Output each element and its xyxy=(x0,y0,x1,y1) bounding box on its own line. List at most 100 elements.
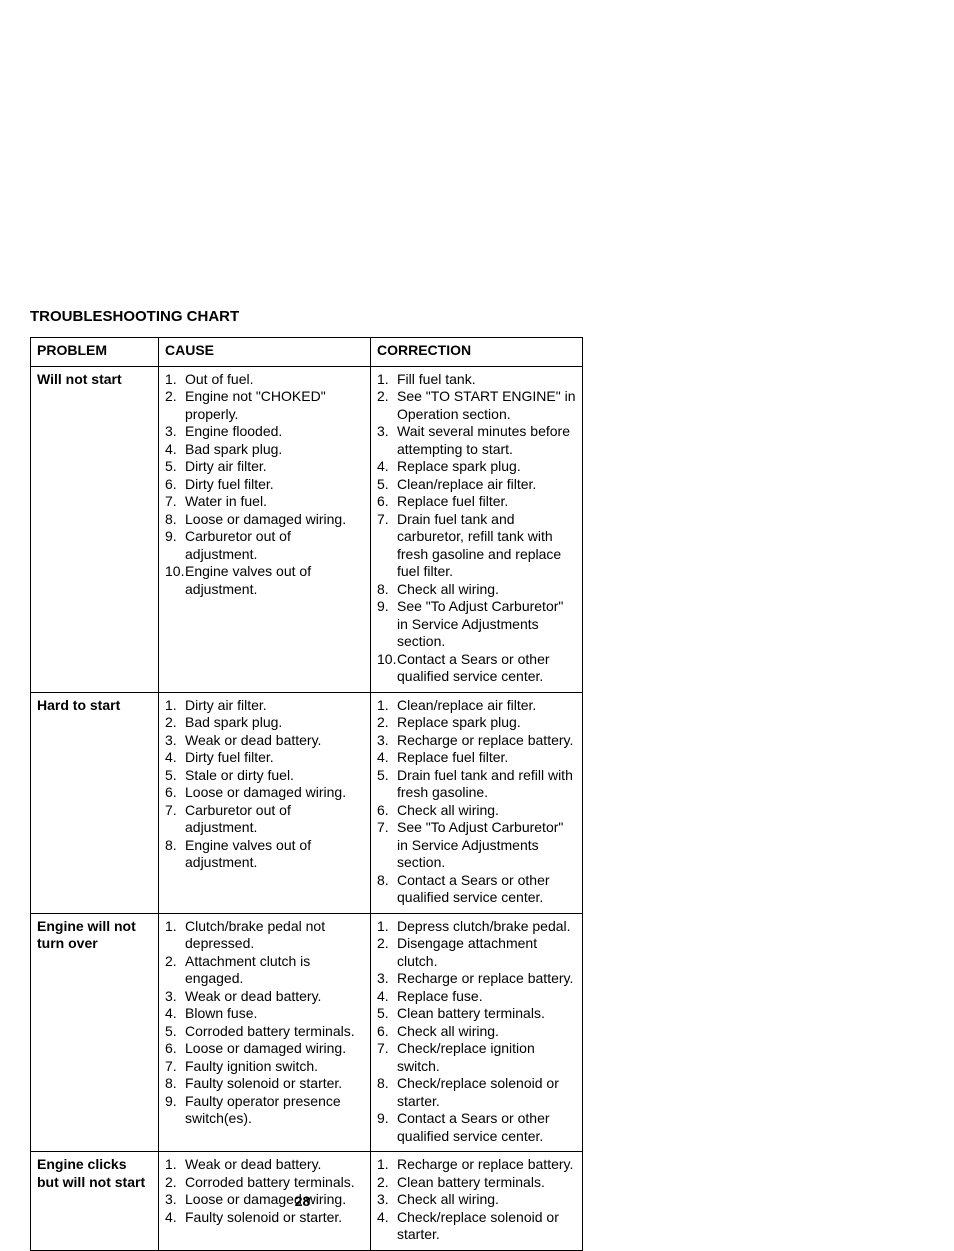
list-item-text: Check/replace solenoid or starter. xyxy=(397,1075,576,1110)
list-item-number: 8. xyxy=(165,837,185,855)
list-item-text: Bad spark plug. xyxy=(185,441,364,459)
list-item-number: 3. xyxy=(165,423,185,441)
numbered-list: 1.Weak or dead battery.2.Corroded batter… xyxy=(165,1156,364,1226)
list-item: 1.Clutch/brake pedal not depressed. xyxy=(165,918,364,953)
list-item-text: Corroded battery terminals. xyxy=(185,1174,364,1192)
list-item: 7.Faulty ignition switch. xyxy=(165,1058,364,1076)
list-item-text: Drain fuel tank and refill with fresh ga… xyxy=(397,767,576,802)
list-item-text: Clutch/brake pedal not depressed. xyxy=(185,918,364,953)
list-item: 1.Weak or dead battery. xyxy=(165,1156,364,1174)
list-item-number: 5. xyxy=(165,1023,185,1041)
table-row: Engine will not turn over1.Clutch/brake … xyxy=(31,913,583,1152)
list-item: 7.Drain fuel tank and carburetor, refill… xyxy=(377,511,576,581)
list-item-number: 10. xyxy=(165,563,185,581)
list-item: 7.Carburetor out of adjustment. xyxy=(165,802,364,837)
list-item-number: 2. xyxy=(377,1174,397,1192)
list-item-text: Dirty air filter. xyxy=(185,697,364,715)
list-item: 5.Dirty air filter. xyxy=(165,458,364,476)
table-body: Will not start1.Out of fuel.2.Engine not… xyxy=(31,366,583,1250)
list-item: 4.Check/replace solenoid or starter. xyxy=(377,1209,576,1244)
table-row: Will not start1.Out of fuel.2.Engine not… xyxy=(31,366,583,692)
list-item-text: Check/replace solenoid or starter. xyxy=(397,1209,576,1244)
list-item-number: 1. xyxy=(165,918,185,936)
problem-label: Hard to start xyxy=(37,697,152,715)
list-item: 6.Dirty fuel filter. xyxy=(165,476,364,494)
list-item-number: 8. xyxy=(377,581,397,599)
page: TROUBLESHOOTING CHART PROBLEM CAUSE CORR… xyxy=(0,0,954,1239)
list-item-number: 5. xyxy=(377,476,397,494)
list-item: 8.Contact a Sears or other qualified ser… xyxy=(377,872,576,907)
list-item-text: Faulty solenoid or starter. xyxy=(185,1209,364,1227)
list-item-number: 9. xyxy=(165,528,185,546)
list-item-text: Dirty air filter. xyxy=(185,458,364,476)
list-item: 2.Engine not "CHOKED" properly. xyxy=(165,388,364,423)
list-item-number: 7. xyxy=(377,1040,397,1058)
list-item: 3.Weak or dead battery. xyxy=(165,732,364,750)
list-item-number: 7. xyxy=(165,493,185,511)
list-item: 5.Stale or dirty fuel. xyxy=(165,767,364,785)
list-item: 2.Clean battery terminals. xyxy=(377,1174,576,1192)
list-item-text: Loose or damaged wiring. xyxy=(185,511,364,529)
list-item-number: 9. xyxy=(377,1110,397,1128)
list-item-text: Weak or dead battery. xyxy=(185,732,364,750)
list-item-number: 9. xyxy=(377,598,397,616)
numbered-list: 1.Out of fuel.2.Engine not "CHOKED" prop… xyxy=(165,371,364,599)
list-item-text: Wait several minutes before attempting t… xyxy=(397,423,576,458)
list-item-text: See "To Adjust Carburetor" in Service Ad… xyxy=(397,819,576,872)
list-item-number: 2. xyxy=(377,935,397,953)
list-item-text: Corroded battery terminals. xyxy=(185,1023,364,1041)
list-item-text: Bad spark plug. xyxy=(185,714,364,732)
list-item-text: Engine valves out of adjustment. xyxy=(185,837,364,872)
page-title: TROUBLESHOOTING CHART xyxy=(30,308,584,325)
list-item-number: 7. xyxy=(165,1058,185,1076)
list-item: 9.Faulty operator presence switch(es). xyxy=(165,1093,364,1128)
list-item-number: 2. xyxy=(165,714,185,732)
list-item: 7.Water in fuel. xyxy=(165,493,364,511)
list-item-number: 6. xyxy=(377,493,397,511)
list-item-number: 4. xyxy=(377,458,397,476)
list-item: 6.Check all wiring. xyxy=(377,802,576,820)
list-item-text: Weak or dead battery. xyxy=(185,1156,364,1174)
list-item-text: Check all wiring. xyxy=(397,802,576,820)
list-item: 4.Blown fuse. xyxy=(165,1005,364,1023)
table-row: Hard to start1.Dirty air filter.2.Bad sp… xyxy=(31,692,583,913)
list-item-text: Dirty fuel filter. xyxy=(185,749,364,767)
list-item-text: Depress clutch/brake pedal. xyxy=(397,918,576,936)
list-item-text: Engine flooded. xyxy=(185,423,364,441)
problem-label: Engine clicks but will not start xyxy=(37,1156,152,1191)
list-item: 1.Depress clutch/brake pedal. xyxy=(377,918,576,936)
list-item-text: See "To Adjust Carburetor" in Service Ad… xyxy=(397,598,576,651)
problem-label: Engine will not turn over xyxy=(37,918,152,953)
list-item-number: 4. xyxy=(165,1209,185,1227)
list-item-text: Blown fuse. xyxy=(185,1005,364,1023)
list-item: 10.Contact a Sears or other qualified se… xyxy=(377,651,576,686)
list-item: 2.Attachment clutch is engaged. xyxy=(165,953,364,988)
list-item: 3.Engine flooded. xyxy=(165,423,364,441)
list-item: 9.Carburetor out of adjustment. xyxy=(165,528,364,563)
list-item-text: Contact a Sears or other qualified servi… xyxy=(397,1110,576,1145)
problem-cell: Engine will not turn over xyxy=(31,913,159,1152)
list-item-text: Water in fuel. xyxy=(185,493,364,511)
list-item-number: 1. xyxy=(165,371,185,389)
column-header-correction: CORRECTION xyxy=(371,338,583,367)
list-item: 6.Replace fuel filter. xyxy=(377,493,576,511)
cause-cell: 1.Clutch/brake pedal not depressed.2.Att… xyxy=(159,913,371,1152)
correction-cell: 1.Clean/replace air filter.2.Replace spa… xyxy=(371,692,583,913)
list-item-number: 5. xyxy=(377,767,397,785)
list-item-text: Clean/replace air filter. xyxy=(397,697,576,715)
list-item: 2.See "TO START ENGINE" in Operation sec… xyxy=(377,388,576,423)
list-item-text: Faulty solenoid or starter. xyxy=(185,1075,364,1093)
list-item-text: See "TO START ENGINE" in Operation secti… xyxy=(397,388,576,423)
list-item: 9.Contact a Sears or other qualified ser… xyxy=(377,1110,576,1145)
numbered-list: 1.Clean/replace air filter.2.Replace spa… xyxy=(377,697,576,907)
list-item-text: Clean battery terminals. xyxy=(397,1005,576,1023)
list-item-number: 2. xyxy=(377,714,397,732)
list-item-number: 5. xyxy=(165,767,185,785)
list-item: 3.Weak or dead battery. xyxy=(165,988,364,1006)
list-item-number: 1. xyxy=(377,697,397,715)
list-item-number: 10. xyxy=(377,651,397,669)
list-item-text: Fill fuel tank. xyxy=(397,371,576,389)
list-item-number: 6. xyxy=(377,802,397,820)
list-item-text: Replace spark plug. xyxy=(397,714,576,732)
list-item: 8.Check all wiring. xyxy=(377,581,576,599)
